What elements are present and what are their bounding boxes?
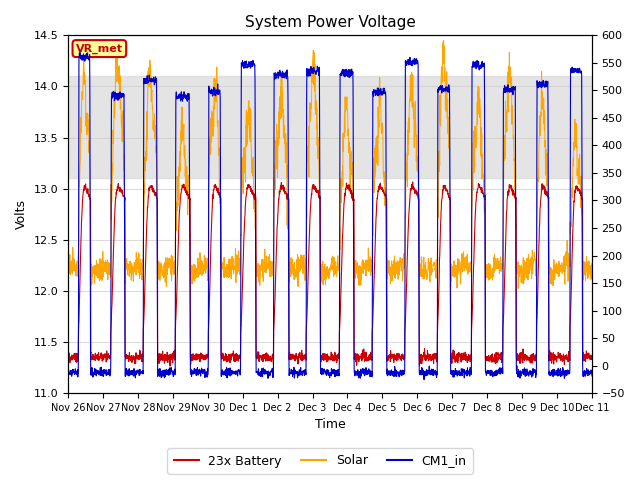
X-axis label: Time: Time — [315, 419, 346, 432]
Y-axis label: Volts: Volts — [15, 199, 28, 229]
Bar — [68, 76, 592, 179]
Text: VR_met: VR_met — [76, 43, 123, 54]
Legend: 23x Battery, Solar, CM1_in: 23x Battery, Solar, CM1_in — [167, 448, 473, 474]
Title: System Power Voltage: System Power Voltage — [244, 15, 415, 30]
